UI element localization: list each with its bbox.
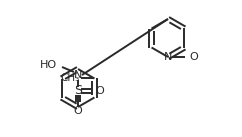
Text: O: O [189, 52, 198, 62]
Text: S: S [74, 85, 82, 98]
Text: O: O [74, 106, 82, 116]
Text: HO: HO [40, 60, 57, 70]
Text: O: O [95, 86, 104, 96]
Text: CH₃: CH₃ [60, 73, 79, 83]
Text: N: N [74, 70, 82, 80]
Text: N: N [164, 52, 172, 62]
